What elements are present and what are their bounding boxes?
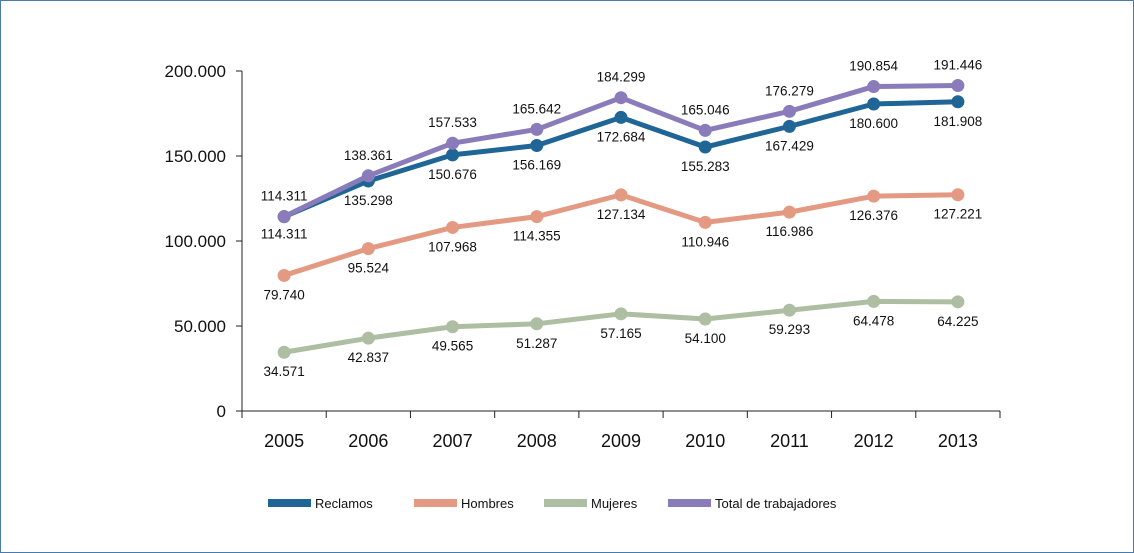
data-label-mujeres: 64.478 (853, 313, 894, 328)
data-label-reclamos: 135.298 (344, 193, 393, 208)
data-label-mujeres: 42.837 (348, 350, 389, 365)
legend-label-mujeres: Mujeres (591, 496, 638, 511)
data-label-total: 165.642 (512, 101, 561, 116)
data-point-hombres (361, 242, 375, 256)
x-tick-label: 2007 (433, 431, 473, 451)
x-tick-label: 2005 (264, 431, 304, 451)
data-point-mujeres (867, 294, 881, 308)
data-point-reclamos (530, 139, 544, 153)
data-label-total: 138.361 (344, 148, 393, 163)
data-label-total: 190.854 (849, 59, 898, 74)
x-tick-label: 2010 (685, 431, 725, 451)
data-point-mujeres (361, 331, 375, 345)
data-point-mujeres (698, 312, 712, 326)
y-tick-label: 150.000 (165, 147, 226, 166)
x-tick-label: 2013 (938, 431, 978, 451)
data-point-hombres (446, 220, 460, 234)
data-point-reclamos (446, 148, 460, 162)
data-point-total (782, 104, 796, 118)
data-point-mujeres (614, 307, 628, 321)
legend-swatch-hombres (414, 499, 457, 507)
data-point-hombres (530, 210, 544, 224)
legend-label-reclamos: Reclamos (315, 496, 373, 511)
data-label-total: 157.533 (428, 115, 477, 130)
data-point-mujeres (782, 303, 796, 317)
y-tick-label: 200.000 (165, 62, 226, 81)
data-point-total (867, 80, 881, 94)
legend-label-total: Total de trabajadores (715, 496, 837, 511)
data-point-hombres (867, 189, 881, 203)
data-label-reclamos: 150.676 (428, 167, 477, 182)
data-label-reclamos: 180.600 (849, 116, 898, 131)
data-label-mujeres: 64.225 (937, 314, 978, 329)
data-label-total: 114.311 (261, 189, 308, 204)
x-tick-label: 2012 (854, 431, 894, 451)
data-label-reclamos: 181.908 (933, 114, 982, 129)
data-label-hombres: 110.946 (681, 234, 729, 249)
legend-swatch-total (668, 499, 711, 507)
data-label-hombres: 127.134 (597, 207, 646, 222)
data-label-mujeres: 59.293 (769, 322, 810, 337)
data-point-mujeres (951, 295, 965, 309)
data-label-mujeres: 54.100 (685, 331, 726, 346)
data-point-total (446, 136, 460, 150)
data-label-total: 176.279 (765, 83, 814, 98)
data-point-mujeres (277, 345, 291, 359)
legend-label-hombres: Hombres (461, 496, 514, 511)
data-point-total (277, 210, 291, 224)
data-label-mujeres: 49.565 (432, 339, 473, 354)
data-point-reclamos (867, 97, 881, 111)
data-point-hombres (277, 268, 291, 282)
data-point-reclamos (782, 119, 796, 133)
x-tick-label: 2006 (348, 431, 388, 451)
data-point-mujeres (446, 320, 460, 334)
data-label-total: 184.299 (597, 70, 646, 85)
data-point-hombres (782, 205, 796, 219)
data-label-hombres: 114.355 (513, 229, 561, 244)
data-label-reclamos: 172.684 (597, 129, 646, 144)
data-point-reclamos (614, 110, 628, 124)
y-tick-label: 0 (217, 402, 226, 421)
data-point-hombres (698, 215, 712, 229)
data-point-total (951, 79, 965, 93)
data-label-hombres: 79.740 (263, 287, 304, 302)
data-label-reclamos: 114.311 (261, 227, 308, 242)
data-point-mujeres (530, 317, 544, 331)
data-point-total (698, 123, 712, 137)
data-label-mujeres: 57.165 (600, 326, 641, 341)
data-label-hombres: 116.986 (766, 224, 814, 239)
data-label-total: 165.046 (681, 102, 730, 117)
data-label-total: 191.446 (933, 58, 982, 73)
data-point-reclamos (698, 140, 712, 154)
data-label-hombres: 95.524 (348, 261, 390, 276)
x-tick-label: 2008 (517, 431, 557, 451)
data-label-hombres: 127.221 (933, 207, 982, 222)
data-point-total (614, 91, 628, 105)
legend-swatch-reclamos (268, 499, 311, 507)
data-point-total (361, 169, 375, 183)
legend-swatch-mujeres (544, 499, 587, 507)
data-label-mujeres: 51.287 (516, 336, 557, 351)
data-label-hombres: 126.376 (849, 208, 898, 223)
data-point-hombres (614, 188, 628, 202)
x-tick-label: 2009 (601, 431, 641, 451)
data-point-reclamos (951, 95, 965, 109)
x-tick-label: 2011 (770, 431, 809, 451)
data-label-mujeres: 34.571 (263, 364, 304, 379)
data-label-reclamos: 155.283 (681, 159, 730, 174)
data-label-reclamos: 156.169 (512, 158, 561, 173)
data-label-reclamos: 167.429 (765, 138, 814, 153)
data-point-total (530, 122, 544, 136)
y-tick-label: 50.000 (174, 317, 226, 336)
data-label-hombres: 107.968 (428, 239, 477, 254)
data-point-hombres (951, 188, 965, 202)
y-tick-label: 100.000 (165, 232, 226, 251)
